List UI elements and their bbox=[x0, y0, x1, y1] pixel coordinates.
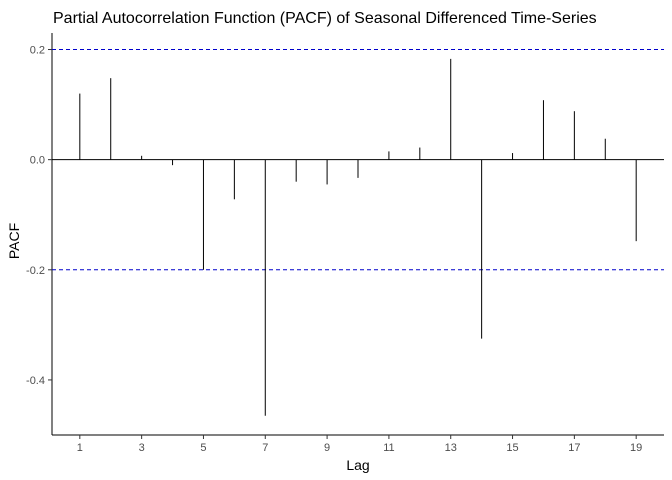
x-tick-label: 13 bbox=[445, 442, 457, 454]
y-tick-label: 0.0 bbox=[30, 155, 45, 167]
x-tick-label: 7 bbox=[262, 442, 268, 454]
plot-area: 0.20.0-0.2-0.41 3 5 7 9 11 13 15 17 19 bbox=[26, 33, 664, 454]
y-tick-label: 0.2 bbox=[30, 45, 45, 57]
y-tick-label: -0.4 bbox=[26, 375, 45, 387]
y-tick-label: -0.2 bbox=[26, 265, 45, 277]
x-tick-label: 11 bbox=[383, 442, 394, 454]
x-tick-label: 15 bbox=[506, 442, 518, 454]
chart-title: Partial Autocorrelation Function (PACF) … bbox=[53, 10, 597, 27]
x-tick-label: 19 bbox=[630, 442, 642, 454]
x-tick-label: 1 bbox=[77, 442, 83, 454]
x-tick-label: 9 bbox=[324, 442, 330, 454]
x-tick-label: 17 bbox=[568, 442, 580, 454]
x-tick-label: 3 bbox=[139, 442, 145, 454]
y-axis-title: PACF bbox=[6, 223, 22, 259]
x-tick-label: 5 bbox=[200, 442, 206, 454]
x-axis-title: Lag bbox=[346, 457, 369, 473]
